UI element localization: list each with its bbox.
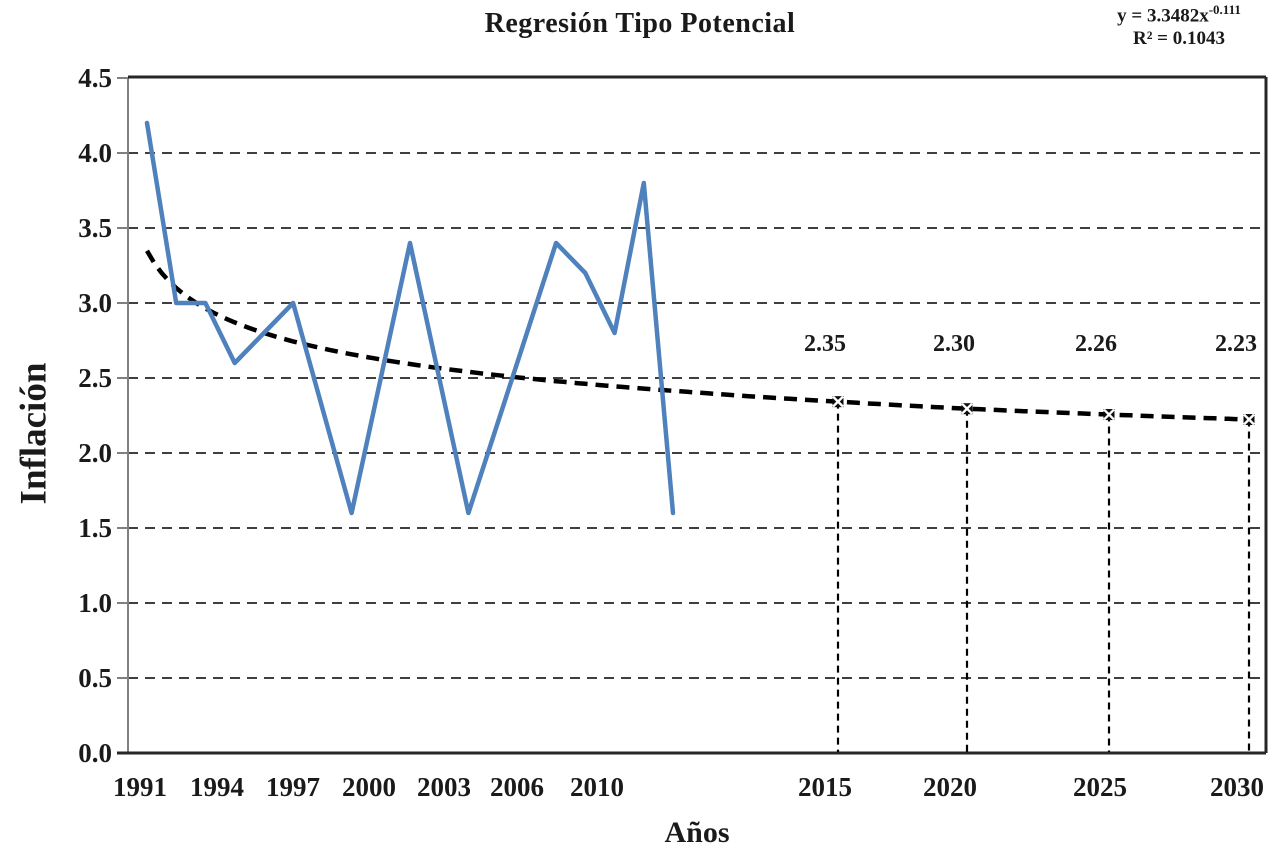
y-tick-label: 3.0 [78, 288, 112, 318]
x-tick-label: 2025 [1073, 772, 1127, 802]
forecast-x-marker-stroke [1103, 408, 1115, 421]
x-tick-label: 2006 [490, 772, 544, 802]
forecast-value-label: 2.26 [1075, 331, 1117, 357]
y-tick-label: 0.5 [78, 663, 112, 693]
trendline-equation-line: y = 3.3482x-0.111 [1084, 2, 1274, 28]
x-tick-label: 2020 [923, 772, 977, 802]
y-axis-title: Inflación [13, 362, 55, 505]
y-tick-label: 1.0 [78, 588, 112, 618]
y-tick-label: 4.5 [78, 63, 112, 93]
equation-exponent-text: -0.111 [1208, 2, 1241, 17]
trendline-equation: y = 3.3482x-0.111 R² = 0.1043 [1084, 2, 1274, 51]
y-tick-label: 1.5 [78, 513, 112, 543]
x-tick-label: 2015 [798, 772, 852, 802]
x-tick-label: 1997 [266, 772, 320, 802]
forecast-x-marker-stroke [961, 402, 973, 415]
x-tick-label: 1994 [190, 772, 244, 802]
y-tick-label: 0.0 [78, 738, 112, 768]
forecast-value-label: 2.30 [933, 331, 975, 357]
trend-line [145, 249, 1250, 422]
equation-base-text: y = 3.3482x [1117, 5, 1209, 27]
forecast-x-marker-stroke [1243, 413, 1255, 426]
y-tick-label: 2.5 [78, 363, 112, 393]
chart-title: Regresión Tipo Potencial [484, 8, 796, 39]
x-tick-label: 1991 [113, 772, 167, 802]
x-tick-label: 2030 [1210, 772, 1264, 802]
y-tick-label: 3.5 [78, 213, 112, 243]
x-tick-label: 2010 [570, 772, 624, 802]
x-tick-label: 2000 [342, 772, 396, 802]
forecast-value-label: 2.23 [1215, 331, 1257, 357]
y-tick-label: 4.0 [78, 138, 112, 168]
forecast-x-marker-stroke [832, 395, 844, 408]
r-squared-text: R² = 0.1043 [1133, 28, 1225, 50]
observed-series-line [144, 120, 676, 516]
x-axis-title: Años [664, 816, 730, 849]
x-tick-label: 2003 [417, 772, 471, 802]
y-tick-label: 2.0 [78, 438, 112, 468]
forecast-value-label: 2.35 [804, 331, 846, 357]
